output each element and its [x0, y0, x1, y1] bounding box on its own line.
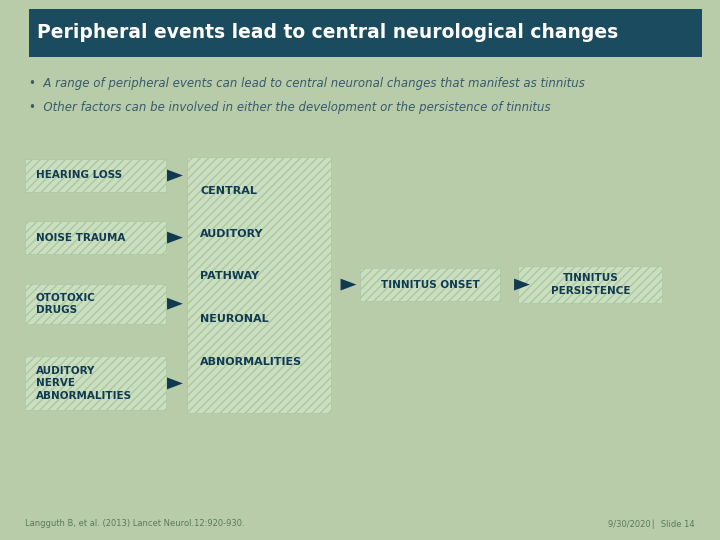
- Polygon shape: [167, 298, 183, 309]
- Text: ABNORMALITIES: ABNORMALITIES: [200, 357, 302, 367]
- Text: NOISE TRAUMA: NOISE TRAUMA: [36, 233, 125, 242]
- Polygon shape: [167, 232, 183, 244]
- FancyBboxPatch shape: [25, 221, 166, 254]
- Text: HEARING LOSS: HEARING LOSS: [36, 171, 122, 180]
- Text: Langguth B, et al. (2013) Lancet Neurol.12:920-930.: Langguth B, et al. (2013) Lancet Neurol.…: [25, 519, 245, 528]
- Text: Peripheral events lead to central neurological changes: Peripheral events lead to central neurol…: [37, 23, 618, 43]
- FancyBboxPatch shape: [25, 284, 166, 324]
- FancyBboxPatch shape: [187, 157, 331, 413]
- FancyBboxPatch shape: [25, 159, 166, 192]
- Text: 9/30/2020│  Slide 14: 9/30/2020│ Slide 14: [608, 519, 695, 529]
- Polygon shape: [341, 279, 356, 291]
- Text: AUDITORY: AUDITORY: [200, 228, 264, 239]
- FancyBboxPatch shape: [25, 356, 166, 410]
- FancyBboxPatch shape: [518, 266, 662, 303]
- FancyBboxPatch shape: [360, 268, 500, 301]
- Text: CENTRAL: CENTRAL: [200, 186, 257, 196]
- Text: •  Other factors can be involved in either the development or the persistence of: • Other factors can be involved in eithe…: [29, 102, 550, 114]
- FancyBboxPatch shape: [29, 9, 702, 57]
- Text: NEURONAL: NEURONAL: [200, 314, 269, 324]
- Polygon shape: [514, 279, 530, 291]
- Text: TINNITUS
PERSISTENCE: TINNITUS PERSISTENCE: [551, 273, 630, 296]
- Text: AUDITORY
NERVE
ABNORMALITIES: AUDITORY NERVE ABNORMALITIES: [36, 366, 132, 401]
- Polygon shape: [167, 170, 183, 181]
- Text: PATHWAY: PATHWAY: [200, 271, 259, 281]
- Text: TINNITUS ONSET: TINNITUS ONSET: [381, 280, 480, 289]
- Polygon shape: [167, 377, 183, 389]
- Text: •  A range of peripheral events can lead to central neuronal changes that manife: • A range of peripheral events can lead …: [29, 77, 585, 90]
- Text: OTOTOXIC
DRUGS: OTOTOXIC DRUGS: [36, 293, 96, 315]
